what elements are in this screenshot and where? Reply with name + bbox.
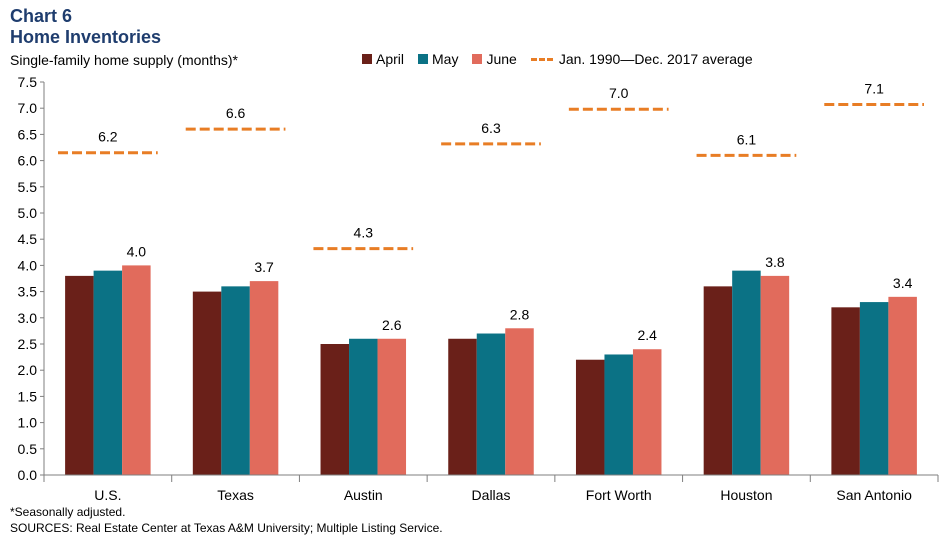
bar-june (888, 296, 917, 475)
x-tick-label: Fort Worth (586, 487, 652, 503)
average-label: 7.0 (609, 85, 629, 101)
x-tick-label: Dallas (472, 487, 511, 503)
bar-label-june: 4.0 (127, 243, 147, 259)
legend-label-average: Jan. 1990—Dec. 2017 average (558, 51, 753, 67)
y-tick-label: 4.0 (18, 257, 38, 273)
bar-may (859, 302, 889, 475)
y-tick-label: 2.5 (18, 336, 38, 352)
bar-may (93, 270, 123, 475)
bar-may (476, 333, 506, 475)
bar-june (249, 281, 279, 475)
legend-item-may: May (418, 51, 458, 67)
x-tick-label: U.S. (94, 487, 121, 503)
y-tick-label: 6.0 (18, 153, 38, 169)
y-tick-label: 5.5 (18, 179, 38, 195)
y-tick-label: 1.0 (18, 415, 38, 431)
average-label: 6.6 (226, 105, 246, 121)
x-tick-label: Austin (344, 487, 383, 503)
bar-april (320, 344, 350, 475)
legend-label-june: June (486, 51, 517, 67)
y-tick-label: 3.5 (18, 284, 38, 300)
y-tick-label: 0.5 (18, 441, 38, 457)
legend-item-june: June (472, 51, 517, 67)
bar-june (760, 275, 790, 475)
bar-may (349, 338, 378, 475)
legend-dash-average (530, 57, 553, 61)
bar-may (732, 270, 761, 475)
legend-swatch-june (472, 54, 483, 64)
y-tick-label: 2.0 (18, 362, 38, 378)
average-label: 7.1 (864, 81, 884, 97)
legend-label-april: April (376, 51, 405, 67)
bar-label-june: 2.8 (510, 306, 530, 322)
bar-june (122, 265, 151, 475)
legend-swatch-april (362, 54, 372, 64)
y-tick-label: 1.5 (18, 388, 38, 404)
bar-april (831, 307, 860, 475)
y-tick-label: 5.0 (18, 205, 38, 221)
x-tick-label: Houston (720, 487, 772, 503)
chart-legend: April May June Jan. 1990—Dec. 2017 avera… (362, 51, 767, 67)
chart-title: Home Inventories (10, 27, 162, 47)
bar-label-june: 3.4 (893, 275, 913, 291)
bar-april (448, 338, 477, 475)
bar-label-june: 2.4 (637, 327, 657, 343)
bar-label-june: 2.6 (382, 317, 402, 333)
average-label: 6.2 (98, 129, 118, 145)
y-tick-label: 7.5 (18, 74, 38, 90)
bar-april (192, 291, 222, 475)
average-label: 4.3 (354, 225, 374, 241)
chart-number: Chart 6 (10, 6, 73, 26)
y-tick-label: 0.0 (18, 467, 38, 483)
average-label: 6.3 (481, 120, 501, 136)
x-tick-label: San Antonio (836, 487, 912, 503)
footnote-note: *Seasonally adjusted. (10, 505, 126, 519)
legend-item-april: April (362, 51, 404, 67)
bar-june (632, 349, 662, 475)
bar-june (505, 328, 534, 475)
legend-swatch-may (418, 54, 429, 64)
bar-may (604, 354, 633, 475)
y-tick-label: 6.5 (18, 126, 38, 142)
bar-may (221, 286, 250, 475)
bar-april (65, 275, 94, 475)
bar-june (377, 338, 407, 475)
x-tick-label: Texas (217, 487, 254, 503)
bar-label-june: 3.7 (254, 259, 274, 275)
bar-label-june: 3.8 (765, 254, 785, 270)
chart-subtitle: Single-family home supply (months)* (10, 52, 238, 68)
legend-label-may: May (432, 51, 459, 67)
average-label: 6.1 (737, 131, 757, 147)
bar-april (575, 359, 605, 475)
bar-april (703, 286, 733, 475)
y-tick-label: 3.0 (18, 310, 38, 326)
y-tick-label: 4.5 (18, 231, 38, 247)
footnote-sources: SOURCES: Real Estate Center at Texas A&M… (10, 521, 443, 535)
y-tick-label: 7.0 (18, 100, 38, 116)
legend-item-average: Jan. 1990—Dec. 2017 average (530, 51, 753, 67)
